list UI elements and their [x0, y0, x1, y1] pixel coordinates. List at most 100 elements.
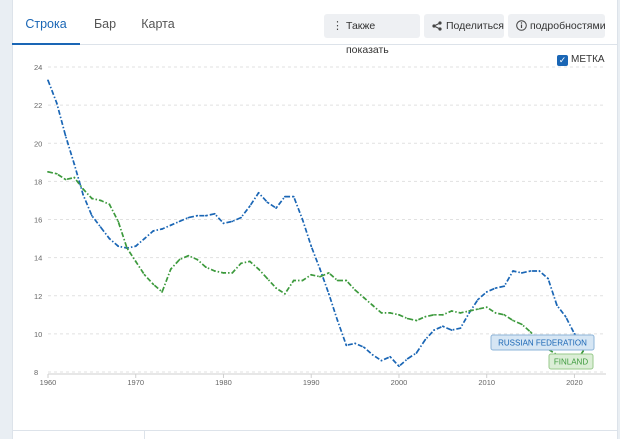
data-point — [213, 212, 216, 215]
data-point — [477, 308, 479, 310]
data-point — [47, 79, 49, 82]
data-point — [240, 216, 242, 219]
data-point — [73, 163, 76, 166]
data-point — [389, 355, 392, 358]
x-tick-label: 1970 — [127, 378, 144, 387]
data-point — [117, 245, 120, 248]
data-point — [178, 220, 181, 223]
share-button[interactable]: Поделиться — [424, 14, 504, 38]
data-point — [319, 275, 321, 278]
series-label-finland: FINLAND — [554, 358, 588, 367]
data-point — [433, 313, 435, 316]
data-point — [371, 353, 374, 356]
data-point — [433, 329, 435, 331]
data-point — [398, 313, 400, 316]
data-point — [266, 277, 269, 280]
data-point — [117, 220, 120, 223]
data-point — [520, 271, 523, 274]
data-point — [99, 199, 102, 202]
data-point — [485, 306, 488, 309]
data-point — [459, 327, 462, 330]
data-point — [503, 285, 506, 288]
y-tick-label: 14 — [34, 254, 42, 263]
data-point — [345, 279, 348, 282]
data-point — [327, 271, 330, 274]
x-tick-label: 2000 — [391, 378, 408, 387]
data-point — [134, 245, 137, 248]
data-point — [494, 312, 497, 314]
data-point — [538, 270, 541, 272]
data-point — [345, 344, 348, 347]
also-show-button[interactable]: ⋮ Также показать — [324, 14, 420, 56]
data-point — [450, 310, 453, 312]
x-tick-label: 1980 — [215, 378, 232, 387]
details-button[interactable]: подробностями — [508, 14, 606, 38]
y-tick-label: 16 — [34, 216, 42, 225]
data-point — [187, 216, 190, 219]
data-point — [415, 352, 418, 354]
details-label: подробностями — [530, 20, 606, 32]
data-point — [512, 319, 514, 322]
data-point — [468, 310, 471, 312]
tab-line[interactable]: Строка — [12, 0, 80, 45]
data-point — [556, 304, 558, 307]
data-point — [564, 315, 567, 318]
data-point — [222, 222, 225, 225]
view-tabs: Строка Бар Карта — [12, 0, 618, 45]
data-point — [82, 193, 84, 196]
data-point — [248, 205, 251, 208]
data-point — [301, 218, 304, 221]
data-point — [64, 178, 67, 181]
label-toggle-text: МЕТКА — [571, 54, 605, 65]
data-point — [336, 279, 339, 282]
tab-bar[interactable]: Бар — [93, 17, 117, 31]
label-checkbox[interactable]: ✓ — [557, 55, 568, 66]
data-point — [468, 312, 471, 314]
data-point — [424, 315, 427, 318]
y-tick-label: 24 — [34, 63, 42, 72]
panel-bottom-separator — [144, 430, 145, 439]
data-point — [512, 270, 514, 272]
data-point — [231, 271, 234, 274]
tab-map[interactable]: Карта — [141, 17, 175, 31]
data-point — [441, 325, 444, 328]
data-point — [161, 291, 163, 293]
data-point — [99, 226, 102, 229]
data-point — [187, 254, 190, 257]
data-point — [284, 195, 286, 198]
data-point — [169, 268, 172, 270]
data-point — [73, 176, 76, 179]
data-point — [169, 224, 172, 227]
data-point — [47, 170, 49, 173]
data-point — [459, 312, 462, 314]
data-point — [301, 279, 304, 282]
data-point — [485, 291, 488, 293]
data-point — [292, 195, 295, 198]
data-point — [143, 237, 146, 240]
data-point — [90, 197, 93, 200]
data-point — [213, 270, 216, 272]
data-point — [240, 262, 242, 265]
data-point — [161, 228, 163, 230]
data-point — [108, 203, 111, 206]
data-point — [248, 260, 251, 263]
data-point — [398, 365, 400, 368]
data-point — [406, 357, 409, 360]
data-point — [231, 220, 234, 223]
data-point — [547, 277, 550, 280]
data-point — [380, 359, 383, 362]
y-tick-label: 20 — [34, 139, 42, 148]
data-point — [529, 331, 532, 333]
data-point — [573, 332, 576, 335]
data-point — [362, 346, 365, 349]
data-point — [520, 323, 523, 326]
data-point — [126, 247, 128, 249]
x-tick-label: 1990 — [303, 378, 320, 387]
share-icon — [432, 14, 442, 40]
data-point — [196, 214, 199, 217]
data-point — [354, 342, 356, 345]
data-point — [152, 230, 155, 232]
data-point — [336, 319, 339, 322]
data-point — [284, 292, 286, 295]
